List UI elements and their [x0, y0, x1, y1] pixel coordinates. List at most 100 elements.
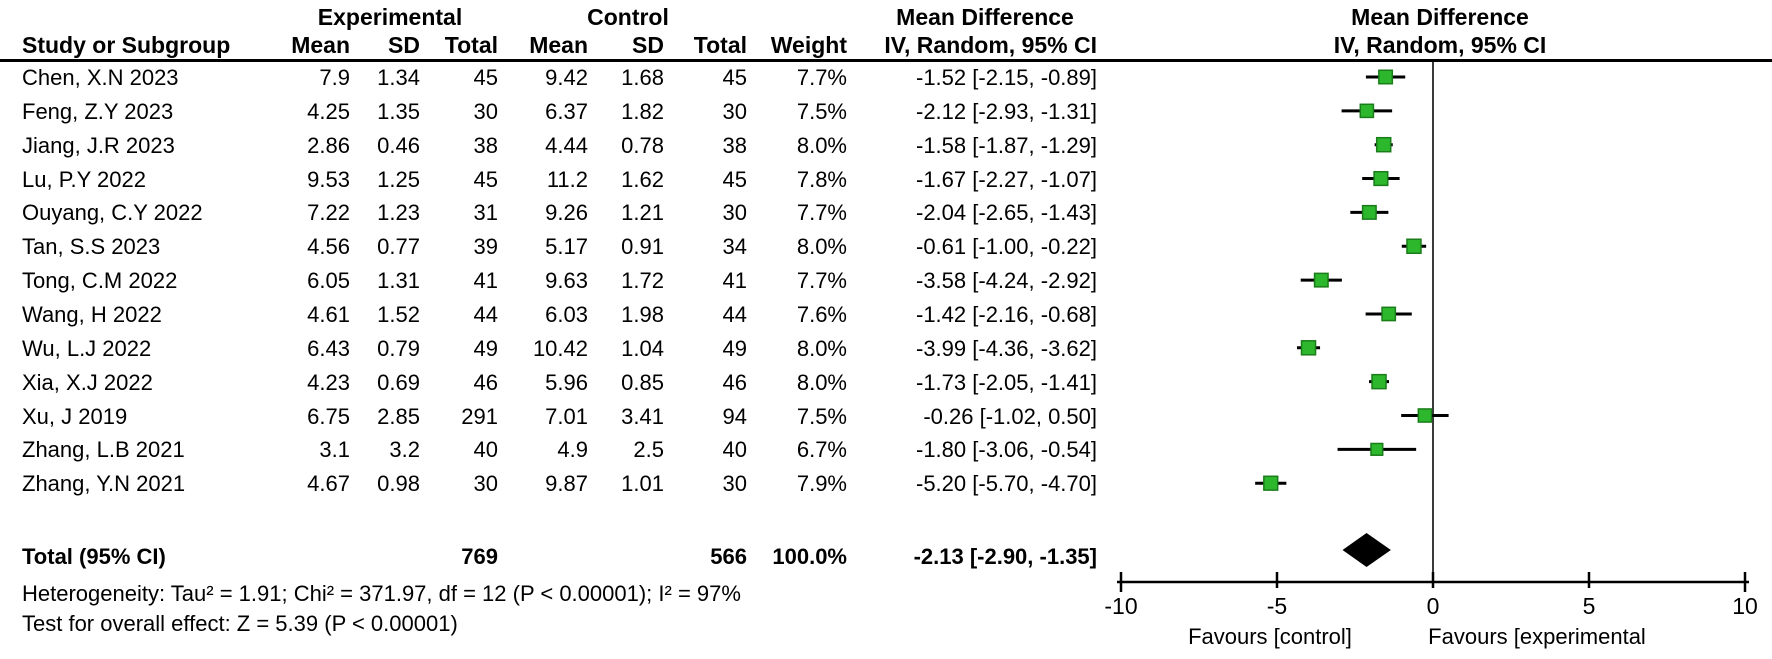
study-point-marker: [1263, 475, 1279, 491]
col-header-weight: Weight: [770, 32, 847, 58]
study-ci-cell: -3.58 [-4.24, -2.92]: [916, 268, 1097, 294]
study-e_total-cell: 41: [473, 268, 498, 294]
study-c_total-cell: 45: [722, 65, 747, 90]
study-weight-cell: 8.0%: [796, 369, 847, 395]
study-e_mean-cell: 9.53: [307, 166, 350, 192]
study-c_total-cell: 40: [722, 437, 747, 463]
study-e_sd-cell: 1.23: [377, 200, 420, 226]
study-name-cell: Zhang, L.B 2021: [22, 437, 185, 463]
study-c_sd-cell: 1.68: [621, 65, 664, 90]
study-e_total-cell: 40: [473, 437, 498, 463]
study-ci-cell: -1.42 [-2.16, -0.68]: [916, 301, 1097, 327]
study-point-marker: [1378, 69, 1394, 85]
study-e_total-cell: 45: [473, 65, 498, 90]
study-ci-cell: -1.73 [-2.05, -1.41]: [916, 369, 1097, 395]
study-weight-cell: 7.8%: [796, 166, 847, 192]
study-weight-cell: 7.5%: [796, 403, 847, 429]
study-c_mean-cell: 10.42: [532, 335, 588, 361]
study-ci-cell: -2.12 [-2.93, -1.31]: [916, 98, 1097, 124]
study-ci-cell: -1.58 [-1.87, -1.29]: [916, 132, 1097, 158]
study-name-cell: Xia, X.J 2022: [22, 369, 153, 395]
group-header-mean-difference-text: Mean Difference: [896, 4, 1074, 30]
study-c_sd-cell: 0.85: [621, 369, 664, 395]
study-c_total-cell: 38: [722, 132, 747, 158]
study-e_mean-cell: 6.75: [307, 403, 350, 429]
study-e_total-cell: 49: [473, 335, 498, 361]
col-header-exp-sd: SD: [388, 32, 420, 58]
study-point-marker: [1371, 373, 1387, 390]
study-c_sd-cell: 1.98: [621, 301, 664, 327]
study-ci-cell: -1.67 [-2.27, -1.07]: [916, 166, 1097, 192]
study-c_mean-cell: 9.63: [545, 268, 588, 294]
study-e_mean-cell: 7.22: [307, 200, 350, 226]
study-c_sd-cell: 0.91: [621, 234, 664, 260]
study-c_sd-cell: 1.21: [621, 200, 664, 226]
study-name-cell: Zhang, Y.N 2021: [22, 471, 186, 497]
study-c_mean-cell: 5.17: [545, 234, 588, 260]
study-e_total-cell: 44: [473, 301, 498, 327]
study-c_total-cell: 34: [722, 234, 747, 260]
study-e_total-cell: 46: [473, 369, 498, 395]
total-weight: 100.0%: [772, 544, 847, 569]
study-weight-cell: 7.7%: [796, 65, 847, 90]
study-c_total-cell: 46: [722, 369, 747, 395]
total-row-label: Total (95% CI): [22, 544, 166, 569]
study-name-cell: Wang, H 2022: [22, 301, 162, 327]
study-name-cell: Ouyang, C.Y 2022: [22, 200, 203, 226]
study-ci-cell: -2.04 [-2.65, -1.43]: [916, 200, 1097, 226]
favours-left-label: Favours [control]: [1188, 624, 1352, 649]
study-e_sd-cell: 0.79: [377, 335, 420, 361]
study-e_mean-cell: 7.9: [319, 65, 350, 90]
col-header-ctl-mean: Mean: [529, 32, 588, 58]
study-e_total-cell: 31: [473, 200, 498, 226]
study-name-cell: Tan, S.S 2023: [22, 234, 161, 260]
study-e_total-cell: 39: [473, 234, 498, 260]
total-ctl-n: 566: [710, 544, 747, 569]
study-c_total-cell: 44: [722, 301, 747, 327]
study-ci-cell: -0.26 [-1.02, 0.50]: [923, 403, 1097, 429]
study-e_mean-cell: 4.25: [307, 98, 350, 124]
axis-tick-label: 0: [1427, 593, 1440, 619]
study-e_total-cell: 291: [461, 403, 498, 429]
study-e_sd-cell: 1.31: [377, 268, 420, 294]
study-c_mean-cell: 9.87: [545, 471, 588, 497]
study-c_total-cell: 49: [722, 335, 747, 361]
study-e_sd-cell: 2.85: [377, 403, 420, 429]
study-c_total-cell: 30: [722, 471, 747, 497]
study-name-cell: Wu, L.J 2022: [22, 335, 152, 361]
study-point-marker: [1373, 170, 1389, 187]
study-c_total-cell: 30: [722, 98, 747, 124]
study-c_sd-cell: 1.82: [621, 98, 664, 124]
study-e_sd-cell: 3.2: [389, 437, 420, 463]
study-c_sd-cell: 1.62: [621, 166, 664, 192]
study-e_mean-cell: 6.43: [307, 335, 350, 361]
study-e_mean-cell: 4.61: [307, 301, 350, 327]
study-e_total-cell: 45: [473, 166, 498, 192]
study-c_total-cell: 94: [722, 403, 747, 429]
study-c_sd-cell: 0.78: [621, 132, 664, 158]
study-e_mean-cell: 4.23: [307, 369, 350, 395]
study-e_total-cell: 30: [473, 471, 498, 497]
study-point-marker: [1375, 136, 1392, 153]
study-weight-cell: 7.6%: [796, 301, 847, 327]
col-header-study: Study or Subgroup: [22, 32, 231, 58]
summary-diamond: [1342, 533, 1391, 567]
overall-effect-text: Test for overall effect: Z = 5.39 (P < 0…: [22, 611, 458, 636]
axis-tick-label: 5: [1583, 593, 1596, 619]
study-weight-cell: 8.0%: [796, 132, 847, 158]
study-point-marker: [1300, 340, 1317, 356]
study-point-marker: [1370, 442, 1384, 456]
study-point-marker: [1406, 238, 1422, 254]
study-ci-cell: -1.80 [-3.06, -0.54]: [916, 437, 1097, 463]
study-c_mean-cell: 5.96: [545, 369, 588, 395]
study-c_sd-cell: 1.72: [621, 268, 664, 294]
col-header-ctl-total: Total: [693, 32, 747, 58]
study-name-cell: Jiang, J.R 2023: [22, 132, 175, 158]
study-e_sd-cell: 1.52: [377, 301, 420, 327]
study-e_sd-cell: 1.34: [377, 65, 420, 90]
study-c_mean-cell: 4.9: [557, 437, 588, 463]
total-ci: -2.13 [-2.90, -1.35]: [913, 544, 1097, 569]
study-e_mean-cell: 4.56: [307, 234, 350, 260]
